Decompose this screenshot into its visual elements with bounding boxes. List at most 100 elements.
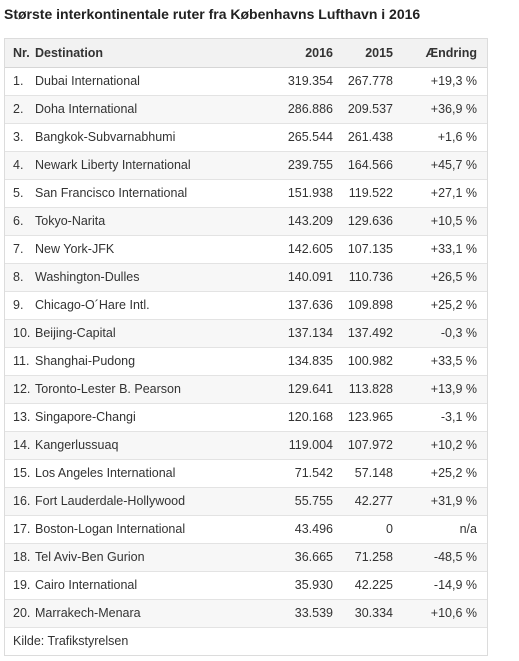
cell-2015: 100.982 xyxy=(333,347,393,376)
cell-nr: 5. xyxy=(5,179,35,208)
cell-change: +10,2 % xyxy=(393,431,487,460)
column-header-change: Ændring xyxy=(393,39,487,68)
cell-change: n/a xyxy=(393,515,487,544)
cell-2016: 239.755 xyxy=(253,151,333,180)
cell-2016: 142.605 xyxy=(253,235,333,264)
cell-change: -48,5 % xyxy=(393,543,487,572)
table-row: 16. Fort Lauderdale-Hollywood 55.755 42.277… xyxy=(5,487,487,516)
cell-2015: 129.636 xyxy=(333,207,393,236)
cell-destination: Kangerlussuaq xyxy=(35,431,253,460)
table-header-row: Nr. Destination 2016 2015 Ændring xyxy=(5,39,487,68)
cell-nr: 9. xyxy=(5,291,35,320)
cell-2015: 107.972 xyxy=(333,431,393,460)
routes-table-container: Nr. Destination 2016 2015 Ændring 1. Duba… xyxy=(4,38,488,656)
cell-2015: 123.965 xyxy=(333,403,393,432)
cell-2016: 143.209 xyxy=(253,207,333,236)
cell-2016: 129.641 xyxy=(253,375,333,404)
cell-nr: 8. xyxy=(5,263,35,292)
cell-destination: Tel Aviv-Ben Gurion xyxy=(35,543,253,572)
cell-change: +10,6 % xyxy=(393,599,487,628)
cell-2015: 0 xyxy=(333,515,393,544)
source-note: Kilde: Trafikstyrelsen xyxy=(5,627,487,655)
cell-2015: 261.438 xyxy=(333,123,393,152)
cell-nr: 14. xyxy=(5,431,35,460)
cell-2016: 151.938 xyxy=(253,179,333,208)
cell-change: +31,9 % xyxy=(393,487,487,516)
cell-2016: 319.354 xyxy=(253,67,333,96)
table-row: 14. Kangerlussuaq 119.004 107.972 +10,2 % xyxy=(5,431,487,460)
table-row: 19. Cairo International 35.930 42.225 -14,9 … xyxy=(5,571,487,600)
cell-destination: Shanghai-Pudong xyxy=(35,347,253,376)
cell-2016: 286.886 xyxy=(253,95,333,124)
cell-2016: 43.496 xyxy=(253,515,333,544)
cell-nr: 4. xyxy=(5,151,35,180)
table-row: 10. Beijing-Capital 137.134 137.492 -0,3 % xyxy=(5,319,487,348)
cell-2016: 120.168 xyxy=(253,403,333,432)
cell-2016: 71.542 xyxy=(253,459,333,488)
cell-2015: 164.566 xyxy=(333,151,393,180)
cell-2015: 137.492 xyxy=(333,319,393,348)
cell-destination: Tokyo-Narita xyxy=(35,207,253,236)
cell-2015: 113.828 xyxy=(333,375,393,404)
cell-nr: 11. xyxy=(5,347,35,376)
cell-destination: Marrakech-Menara xyxy=(35,599,253,628)
cell-2015: 209.537 xyxy=(333,95,393,124)
cell-destination: Los Angeles International xyxy=(35,459,253,488)
cell-change: +1,6 % xyxy=(393,123,487,152)
column-header-nr: Nr. xyxy=(5,39,35,68)
column-header-destination: Destination xyxy=(35,39,253,68)
cell-destination: Newark Liberty International xyxy=(35,151,253,180)
cell-nr: 19. xyxy=(5,571,35,600)
cell-2016: 119.004 xyxy=(253,431,333,460)
cell-2016: 35.930 xyxy=(253,571,333,600)
table-row: 9. Chicago-O´Hare Intl. 137.636 109.898 +25,… xyxy=(5,291,487,320)
table-row: 15. Los Angeles International 71.542 57.148… xyxy=(5,459,487,488)
cell-destination: New York-JFK xyxy=(35,235,253,264)
cell-nr: 3. xyxy=(5,123,35,152)
table-row: 4. Newark Liberty International 239.755 164… xyxy=(5,151,487,180)
column-header-2016: 2016 xyxy=(253,39,333,68)
column-header-2015: 2015 xyxy=(333,39,393,68)
table-row: 6. Tokyo-Narita 143.209 129.636 +10,5 % xyxy=(5,207,487,236)
cell-2015: 42.277 xyxy=(333,487,393,516)
cell-2016: 55.755 xyxy=(253,487,333,516)
cell-destination: Chicago-O´Hare Intl. xyxy=(35,291,253,320)
cell-2015: 71.258 xyxy=(333,543,393,572)
cell-2015: 107.135 xyxy=(333,235,393,264)
cell-destination: Boston-Logan International xyxy=(35,515,253,544)
cell-2015: 119.522 xyxy=(333,179,393,208)
table-row: 20. Marrakech-Menara 33.539 30.334 +10,6 % xyxy=(5,599,487,628)
cell-destination: San Francisco International xyxy=(35,179,253,208)
cell-nr: 17. xyxy=(5,515,35,544)
cell-change: +45,7 % xyxy=(393,151,487,180)
cell-destination: Fort Lauderdale-Hollywood xyxy=(35,487,253,516)
routes-table: Nr. Destination 2016 2015 Ændring 1. Duba… xyxy=(5,39,487,655)
cell-destination: Bangkok-Subvarnabhumi xyxy=(35,123,253,152)
cell-2016: 36.665 xyxy=(253,543,333,572)
cell-destination: Singapore-Changi xyxy=(35,403,253,432)
cell-2015: 109.898 xyxy=(333,291,393,320)
cell-change: +27,1 % xyxy=(393,179,487,208)
table-row: 8. Washington-Dulles 140.091 110.736 +26,5 % xyxy=(5,263,487,292)
table-row: 1. Dubai International 319.354 267.778 +19,3… xyxy=(5,67,487,96)
cell-nr: 13. xyxy=(5,403,35,432)
cell-destination: Toronto-Lester B. Pearson xyxy=(35,375,253,404)
cell-change: +19,3 % xyxy=(393,67,487,96)
table-row: 13. Singapore-Changi 120.168 123.965 -3,1 % xyxy=(5,403,487,432)
cell-nr: 12. xyxy=(5,375,35,404)
cell-change: -14,9 % xyxy=(393,571,487,600)
table-row: 18. Tel Aviv-Ben Gurion 36.665 71.258 -48,5 … xyxy=(5,543,487,572)
page-title: Største interkontinentale ruter fra Købe… xyxy=(4,6,421,22)
cell-change: +36,9 % xyxy=(393,95,487,124)
cell-nr: 18. xyxy=(5,543,35,572)
cell-2016: 33.539 xyxy=(253,599,333,628)
cell-nr: 10. xyxy=(5,319,35,348)
table-row: 3. Bangkok-Subvarnabhumi 265.544 261.438 +1,… xyxy=(5,123,487,152)
cell-2016: 137.134 xyxy=(253,319,333,348)
cell-nr: 16. xyxy=(5,487,35,516)
cell-nr: 7. xyxy=(5,235,35,264)
cell-change: +10,5 % xyxy=(393,207,487,236)
cell-destination: Beijing-Capital xyxy=(35,319,253,348)
cell-2015: 110.736 xyxy=(333,263,393,292)
cell-change: +13,9 % xyxy=(393,375,487,404)
